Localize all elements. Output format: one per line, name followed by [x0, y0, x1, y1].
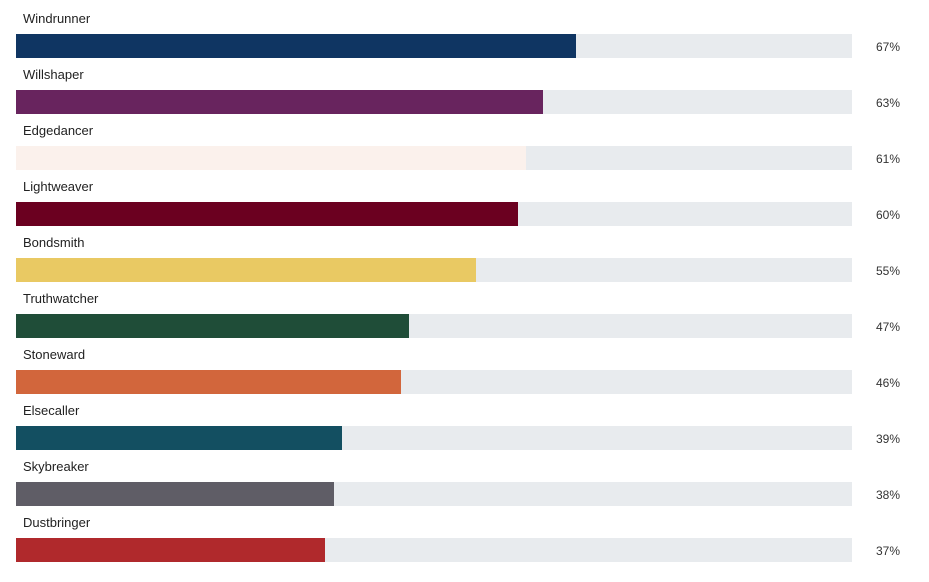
bar-label: Skybreaker [23, 459, 89, 474]
bar-label: Lightweaver [23, 179, 94, 194]
bar-label: Stoneward [23, 347, 86, 362]
bar-track [16, 538, 852, 562]
bar-track [16, 146, 852, 170]
bar-track [16, 258, 852, 282]
bar [16, 538, 325, 562]
bar-label: Dustbringer [23, 515, 91, 530]
bar-value-label: 38% [876, 488, 901, 502]
bar-label: Edgedancer [23, 123, 94, 138]
bar-value-label: 60% [876, 208, 901, 222]
bar-value-label: 37% [876, 544, 901, 558]
bar-track [16, 202, 852, 226]
bar [16, 90, 543, 114]
bar-value-label: 47% [876, 320, 901, 334]
bar [16, 34, 576, 58]
bar [16, 202, 518, 226]
bar [16, 146, 526, 170]
bar-row: Stoneward 46% [0, 336, 929, 394]
bar [16, 482, 334, 506]
bar-row: Edgedancer 61% [0, 112, 929, 170]
bar-label: Willshaper [23, 67, 84, 82]
bar-row: Truthwatcher 47% [0, 280, 929, 338]
bar-track [16, 34, 852, 58]
bar-value-label: 55% [876, 264, 901, 278]
bar-label: Bondsmith [23, 235, 85, 250]
bar-value-label: 67% [876, 40, 901, 54]
bar-value-label: 39% [876, 432, 901, 446]
bar-row: Lightweaver 60% [0, 168, 929, 226]
bar-track [16, 90, 852, 114]
bar-label: Windrunner [23, 11, 91, 26]
bar-value-label: 63% [876, 96, 901, 110]
bar-value-label: 46% [876, 376, 901, 390]
bar [16, 370, 401, 394]
bar-row: Willshaper 63% [0, 56, 929, 114]
bar-label: Truthwatcher [23, 291, 99, 306]
bar-track [16, 314, 852, 338]
bar-row: Windrunner 67% [0, 0, 929, 58]
bar-value-label: 61% [876, 152, 901, 166]
bar-row: Bondsmith 55% [0, 224, 929, 282]
bar-track [16, 370, 852, 394]
bar-row: Skybreaker 38% [0, 448, 929, 506]
bar-row: Dustbringer 37% [0, 504, 929, 562]
bar-track [16, 482, 852, 506]
bar-label: Elsecaller [23, 403, 80, 418]
bar [16, 258, 476, 282]
bar-track [16, 426, 852, 450]
bar [16, 426, 342, 450]
bar-row: Elsecaller 39% [0, 392, 929, 450]
bar [16, 314, 409, 338]
